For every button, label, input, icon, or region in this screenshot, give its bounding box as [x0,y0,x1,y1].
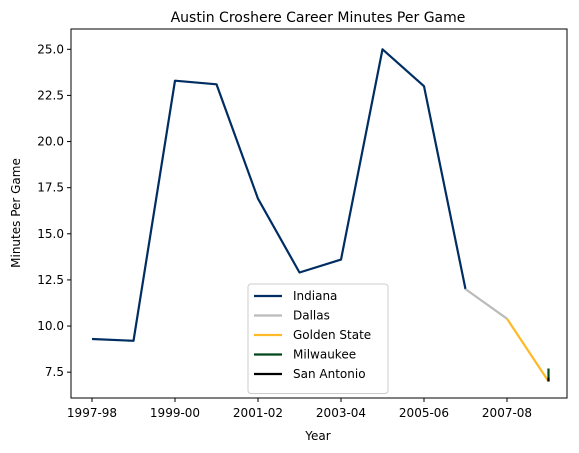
legend-label: San Antonio [293,367,366,381]
chart-title: Austin Croshere Career Minutes Per Game [171,10,466,26]
legend-label: Dallas [293,309,330,323]
y-tick-label: 20.0 [37,135,64,149]
y-tick-label: 10.0 [37,319,64,333]
y-tick-label: 7.5 [45,365,64,379]
x-tick-label: 2001-02 [233,406,283,420]
y-tick-label: 15.0 [37,227,64,241]
x-tick-label: 1999-00 [150,406,200,420]
y-tick-label: 17.5 [37,181,64,195]
legend-label: Indiana [293,289,337,303]
y-tick-label: 12.5 [37,273,64,287]
x-tick-label: 2007-08 [482,406,532,420]
x-tick-label: 2003-04 [316,406,366,420]
y-axis-label: Minutes Per Game [9,158,23,268]
x-axis-label: Year [304,429,330,443]
y-tick-label: 25.0 [37,42,64,56]
legend-label: Milwaukee [293,348,356,362]
legend-label: Golden State [293,328,371,342]
legend: Indiana Dallas Golden State Milwaukee San An… [248,284,388,394]
y-tick-label: 22.5 [37,88,64,102]
x-tick-label: 2005-06 [399,406,449,420]
x-tick-label: 1997-98 [67,406,117,420]
